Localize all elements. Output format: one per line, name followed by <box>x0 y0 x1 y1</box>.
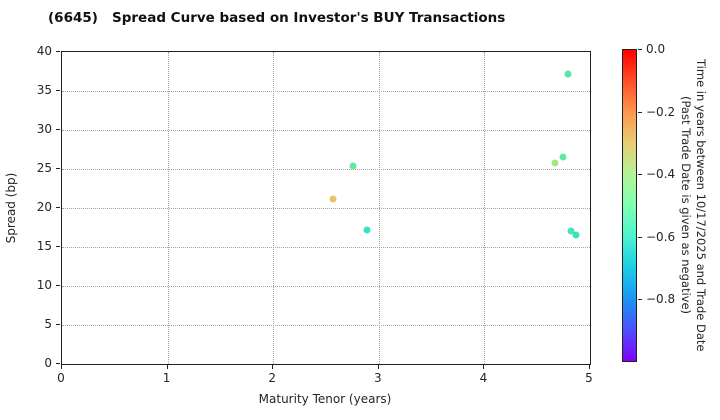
gridline-horizontal <box>62 247 590 248</box>
y-tick-mark <box>56 324 60 325</box>
data-point <box>559 153 567 161</box>
x-tick-mark <box>166 365 168 369</box>
gridline-horizontal <box>62 91 590 92</box>
y-tick-label: 40 <box>36 44 52 58</box>
colorbar-tick-mark <box>638 174 642 176</box>
y-tick-label: 20 <box>36 200 52 214</box>
y-tick-label: 10 <box>36 278 52 292</box>
y-tick-label: 30 <box>36 122 52 136</box>
colorbar <box>622 49 637 362</box>
x-tick-mark <box>589 365 590 369</box>
y-tick-label: 0 <box>44 356 52 370</box>
colorbar-tick-label: −0.4 <box>646 167 676 182</box>
data-point <box>363 226 371 234</box>
y-tick-mark <box>56 51 60 52</box>
colorbar-tick-mark <box>638 49 642 50</box>
colorbar-label: Time in years between 10/17/2025 and Tra… <box>679 59 708 352</box>
x-tick-mark <box>483 365 485 369</box>
plot-area <box>61 51 591 365</box>
chart-title: (6645) Spread Curve based on Investor's … <box>48 10 506 26</box>
colorbar-tick-mark <box>638 236 642 238</box>
x-tick-mark <box>377 365 379 369</box>
x-tick-label: 4 <box>479 371 488 385</box>
y-tick-label: 15 <box>36 239 52 253</box>
x-tick-label: 3 <box>373 371 382 385</box>
colorbar-tick-label: −0.6 <box>646 229 676 244</box>
data-point <box>329 195 337 203</box>
colorbar-tick-label: 0.0 <box>646 42 666 56</box>
x-tick-mark <box>272 365 274 369</box>
y-tick-label: 25 <box>36 161 52 175</box>
y-tick-label: 35 <box>36 83 52 97</box>
y-tick-label: 5 <box>44 317 52 331</box>
x-axis-label: Maturity Tenor (years) <box>258 392 392 406</box>
data-point <box>567 227 575 235</box>
y-tick-mark <box>56 285 60 286</box>
y-tick-mark <box>56 168 60 169</box>
gridline-horizontal <box>62 325 590 326</box>
y-tick-mark <box>56 90 60 91</box>
x-tick-label: 5 <box>585 371 593 385</box>
gridline-horizontal <box>62 130 590 131</box>
colorbar-tick-label: −0.2 <box>646 104 676 119</box>
gridline-horizontal <box>62 208 590 209</box>
y-tick-mark <box>56 246 60 247</box>
data-point <box>551 159 559 167</box>
y-tick-mark <box>56 129 60 130</box>
x-tick-mark <box>61 365 62 369</box>
y-axis-label: Spread (bp) <box>4 172 18 244</box>
colorbar-tick-mark <box>638 299 642 301</box>
data-point <box>349 162 357 170</box>
colorbar-tick-mark <box>638 111 642 113</box>
colorbar-tick-label: −0.8 <box>646 292 676 307</box>
data-point <box>572 231 580 239</box>
y-tick-mark <box>56 363 60 364</box>
gridline-horizontal <box>62 169 590 170</box>
x-tick-label: 0 <box>57 371 65 385</box>
data-point <box>564 70 572 78</box>
x-tick-label: 1 <box>162 371 171 385</box>
gridline-horizontal <box>62 286 590 287</box>
x-tick-label: 2 <box>268 371 277 385</box>
y-tick-mark <box>56 207 60 208</box>
